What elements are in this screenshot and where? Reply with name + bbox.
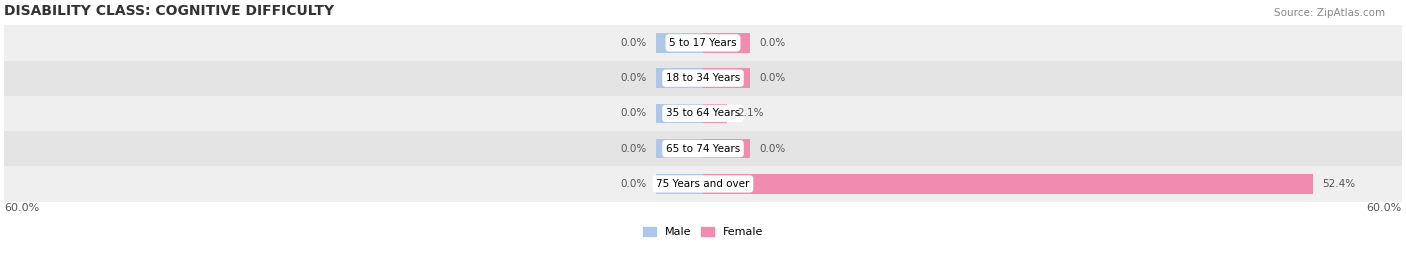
Legend: Male, Female: Male, Female bbox=[643, 227, 763, 237]
Bar bbox=[657, 68, 703, 88]
Bar bbox=[657, 33, 703, 52]
Bar bbox=[657, 104, 703, 123]
Text: 0.0%: 0.0% bbox=[759, 144, 785, 154]
Bar bbox=[703, 104, 727, 123]
Bar bbox=[703, 33, 749, 52]
Bar bbox=[4, 131, 1402, 166]
Text: 0.0%: 0.0% bbox=[759, 73, 785, 83]
Bar bbox=[4, 166, 1402, 201]
Text: 0.0%: 0.0% bbox=[621, 73, 647, 83]
Bar bbox=[657, 139, 703, 158]
Bar bbox=[4, 96, 1402, 131]
Text: 0.0%: 0.0% bbox=[621, 144, 647, 154]
Bar bbox=[4, 25, 1402, 61]
Text: 52.4%: 52.4% bbox=[1323, 179, 1355, 189]
Text: 65 to 74 Years: 65 to 74 Years bbox=[666, 144, 740, 154]
Bar bbox=[4, 61, 1402, 96]
Text: 0.0%: 0.0% bbox=[621, 108, 647, 118]
Text: 0.0%: 0.0% bbox=[759, 38, 785, 48]
Bar bbox=[703, 139, 749, 158]
Bar bbox=[703, 68, 749, 88]
Text: 60.0%: 60.0% bbox=[4, 203, 39, 213]
Text: 0.0%: 0.0% bbox=[621, 38, 647, 48]
Text: 5 to 17 Years: 5 to 17 Years bbox=[669, 38, 737, 48]
Text: DISABILITY CLASS: COGNITIVE DIFFICULTY: DISABILITY CLASS: COGNITIVE DIFFICULTY bbox=[4, 4, 335, 18]
Text: Source: ZipAtlas.com: Source: ZipAtlas.com bbox=[1274, 8, 1385, 18]
Text: 18 to 34 Years: 18 to 34 Years bbox=[666, 73, 740, 83]
Bar bbox=[657, 174, 703, 194]
Text: 75 Years and over: 75 Years and over bbox=[657, 179, 749, 189]
Text: 35 to 64 Years: 35 to 64 Years bbox=[666, 108, 740, 118]
Text: 60.0%: 60.0% bbox=[1367, 203, 1402, 213]
Text: 2.1%: 2.1% bbox=[737, 108, 763, 118]
Text: 0.0%: 0.0% bbox=[621, 179, 647, 189]
Bar bbox=[703, 174, 1313, 194]
